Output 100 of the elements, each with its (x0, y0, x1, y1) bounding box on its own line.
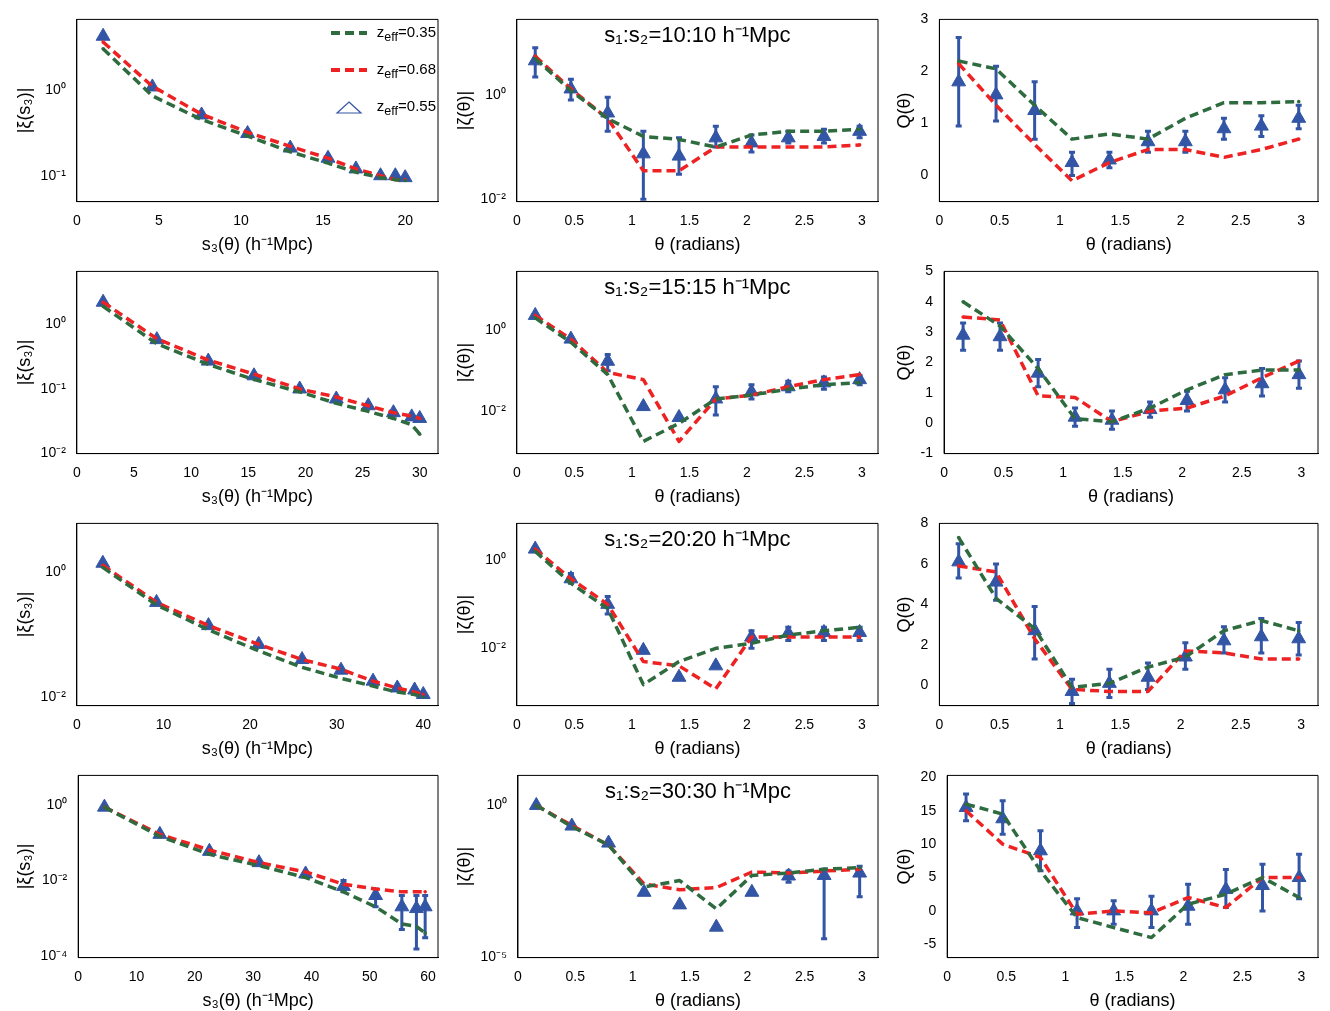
x-tick-label: 10 (128, 967, 145, 984)
y-tick-label: 3 (920, 10, 929, 27)
x-tick-label: 0 (512, 715, 521, 732)
x-tick-label: 10 (155, 715, 172, 732)
chart-title: s₁:s₂=15:15 h⁻¹Mpc (604, 274, 791, 300)
y-tick-label: 10⁰ (46, 796, 68, 813)
x-tick-label: 25 (354, 463, 371, 480)
x-tick-label: 1.5 (680, 967, 700, 984)
x-tick-label: 3 (858, 211, 866, 228)
x-tick-label: 0.5 (564, 463, 585, 480)
x-tick-label: 0.5 (989, 715, 1010, 732)
x-tick-label: 2 (742, 211, 751, 228)
x-tick-label: 0 (74, 967, 83, 984)
x-tick-label: 1 (1059, 463, 1068, 480)
y-axis-title: |ξ(s₃)| (13, 339, 34, 386)
x-axis-title: θ (radians) (1088, 486, 1175, 507)
y-axis-title: |ζ(θ)| (453, 846, 474, 887)
y-tick-label: 10⁰ (45, 315, 66, 332)
x-tick-label: 20 (242, 715, 259, 732)
y-tick-label: 5 (925, 262, 934, 279)
y-tick-label: 10⁻² (480, 639, 507, 656)
x-tick-label: 0 (940, 463, 949, 480)
x-tick-label: 1 (628, 967, 637, 984)
chart-title: s₁:s₂=30:30 h⁻¹Mpc (604, 778, 792, 804)
y-axis-title: Q(θ) (893, 848, 914, 885)
x-tick-label: 2 (1178, 463, 1187, 480)
x-tick-label: 1.5 (1110, 211, 1131, 228)
x-tick-label: 30 (411, 463, 428, 480)
y-axis-title: |ξ(s₃)| (13, 87, 34, 134)
x-tick-label: 3 (1297, 967, 1306, 984)
x-tick-label: 40 (303, 967, 320, 984)
x-axis-title: s₃(θ) (h⁻¹Mpc) (201, 738, 314, 759)
x-tick-label: 1 (627, 211, 636, 228)
x-tick-label: 1 (1061, 967, 1070, 984)
y-tick-label: 3 (925, 322, 934, 339)
y-tick-label: 10⁻⁵ (480, 948, 507, 965)
x-axis-title: s₃(θ) (h⁻¹Mpc) (201, 486, 314, 507)
x-tick-label: 2.5 (794, 967, 815, 984)
y-tick-label: 10⁻² (40, 687, 67, 704)
y-tick-label: 10⁻² (480, 190, 507, 207)
y-tick-label: 10⁻⁴ (40, 946, 68, 963)
x-tick-label: 20 (297, 463, 314, 480)
x-tick-label: 2 (743, 967, 752, 984)
x-tick-label: 0 (512, 211, 521, 228)
x-tick-label: 5 (130, 463, 139, 480)
x-tick-label: 30 (328, 715, 345, 732)
x-axis-title: θ (radians) (654, 234, 741, 255)
legend-label: z$_{eff}$=0.55 (376, 97, 436, 118)
x-tick-label: 2 (742, 463, 751, 480)
x-tick-label: 3 (1297, 463, 1306, 480)
x-tick-label: 5 (155, 211, 164, 228)
x-tick-label: 2.5 (794, 715, 815, 732)
chart-title: s₁:s₂=20:20 h⁻¹Mpc (604, 526, 791, 552)
x-tick-label: 2.5 (1232, 463, 1252, 480)
x-axis-title: s₃(θ) (h⁻¹Mpc) (202, 990, 314, 1011)
x-tick-label: 1.5 (1110, 715, 1131, 732)
x-tick-label: 0.5 (993, 463, 1014, 480)
x-tick-label: 0 (72, 211, 81, 228)
x-tick-label: 2 (1176, 211, 1185, 228)
x-axis-title: θ (radians) (654, 990, 742, 1011)
x-tick-label: 3 (858, 463, 866, 480)
x-tick-label: 0.5 (565, 967, 586, 984)
y-tick-label: 0 (928, 901, 937, 918)
x-tick-label: 2 (1176, 715, 1185, 732)
y-tick-label: 10⁻² (40, 444, 67, 461)
x-tick-label: 10 (183, 463, 200, 480)
x-tick-label: 20 (187, 967, 203, 984)
x-axis-title: θ (radians) (654, 486, 741, 507)
x-axis-title: θ (radians) (1085, 738, 1172, 759)
y-axis-title: |ζ(θ)| (453, 90, 474, 131)
y-tick-label: 10⁻¹ (40, 379, 67, 396)
y-tick-label: 0 (925, 414, 934, 431)
x-tick-label: 1.5 (679, 463, 700, 480)
y-tick-label: 8 (920, 514, 929, 531)
x-tick-label: 3 (1297, 211, 1306, 228)
y-axis-title: |ξ(s₃)| (13, 591, 34, 638)
y-tick-label: 2 (920, 62, 929, 79)
x-tick-label: 2.5 (794, 211, 815, 228)
y-tick-label: 0 (920, 166, 929, 183)
x-tick-label: 3 (858, 715, 866, 732)
y-axis-title: Q(θ) (893, 92, 914, 129)
x-tick-label: 0 (72, 715, 81, 732)
y-tick-label: 2 (925, 353, 934, 370)
x-tick-label: 1 (627, 463, 636, 480)
y-tick-label: 2 (920, 635, 929, 652)
y-tick-label: 10⁻¹ (40, 166, 67, 183)
x-tick-label: 1.5 (679, 715, 700, 732)
x-axis-title: s₃(θ) (h⁻¹Mpc) (201, 234, 314, 255)
y-tick-label: -1 (920, 444, 934, 461)
x-tick-label: 1 (627, 715, 636, 732)
x-tick-label: 0.5 (989, 211, 1010, 228)
x-tick-label: 3 (858, 967, 867, 984)
x-tick-label: 1 (1056, 715, 1065, 732)
y-tick-label: 10 (920, 835, 937, 851)
x-tick-label: 60 (420, 967, 437, 984)
y-tick-label: 1 (925, 383, 934, 400)
x-tick-label: 0.5 (996, 967, 1017, 984)
x-tick-label: 1.5 (1114, 967, 1135, 984)
legend-label: z$_{eff}$=0.35 (376, 23, 436, 44)
y-axis-title: Q(θ) (893, 344, 914, 381)
